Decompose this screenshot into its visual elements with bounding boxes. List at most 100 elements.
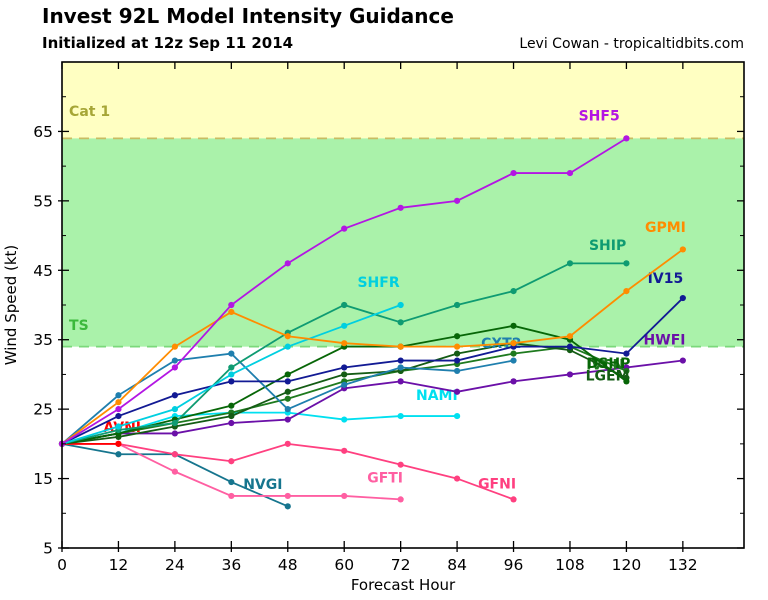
data-point: [171, 392, 178, 399]
data-point: [115, 440, 122, 447]
series-label-lgem: LGEM: [586, 369, 630, 385]
threshold-label-cat-1: Cat 1: [69, 104, 110, 120]
credit-text: Levi Cowan - tropicaltidbits.com: [519, 36, 744, 52]
series-label-gfni: GFNI: [478, 476, 516, 492]
data-point: [171, 468, 178, 475]
x-tick-label: 132: [668, 556, 698, 574]
series-nvgi: NVGI: [58, 440, 291, 510]
data-point: [341, 371, 348, 378]
data-point: [284, 406, 291, 413]
data-point: [171, 357, 178, 364]
y-tick-label: 55: [33, 192, 53, 210]
series-label-ship: SHIP: [589, 238, 626, 254]
series-label-iv15: IV15: [648, 271, 684, 287]
x-tick-label: 48: [278, 556, 298, 574]
series-label-gpmi: GPMI: [645, 220, 686, 236]
data-point: [679, 294, 686, 302]
series-label-gfti: GFTI: [367, 471, 403, 487]
data-point: [397, 204, 404, 211]
data-point: [453, 333, 461, 340]
data-point: [397, 461, 404, 468]
y-tick-label: 5: [43, 540, 53, 558]
series-line-ivcn: [61, 345, 627, 445]
data-point: [171, 406, 178, 413]
data-point: [171, 343, 178, 350]
series-label-hwfi: HWFI: [644, 333, 686, 349]
data-point: [171, 364, 178, 371]
data-point: [623, 260, 630, 267]
page-title: Invest 92L Model Intensity Guidance: [42, 4, 454, 28]
x-tick-label: 36: [221, 556, 241, 574]
data-point: [228, 402, 235, 409]
x-tick-label: 24: [165, 556, 185, 574]
series-iv15: IV15: [58, 271, 686, 447]
data-point: [284, 378, 291, 385]
series-label-nvgi: NVGI: [243, 477, 282, 493]
data-point: [510, 340, 517, 347]
data-point: [510, 322, 517, 329]
data-point: [228, 350, 235, 357]
data-point: [228, 308, 235, 316]
data-point: [623, 350, 630, 357]
series-label-dshp: DSHP: [587, 356, 631, 372]
data-point: [284, 492, 291, 500]
data-point: [228, 371, 235, 378]
series-line-iv15: [61, 297, 684, 445]
data-point: [623, 288, 630, 295]
data-point: [341, 340, 348, 347]
data-point: [510, 169, 517, 177]
y-tick-label: 65: [33, 123, 53, 141]
series-line-hwfi: [61, 359, 683, 445]
band-tropical-storm: [62, 138, 744, 347]
data-point: [341, 492, 348, 500]
data-point: [228, 301, 235, 309]
band-hurricane-cat1: [62, 62, 744, 139]
series-lgem: LGEM: [58, 340, 630, 447]
data-point: [679, 246, 686, 253]
data-point: [284, 503, 291, 510]
series-label-shf5: SHF5: [579, 108, 620, 124]
data-point: [341, 416, 348, 423]
y-tick-label: 35: [33, 331, 53, 349]
data-point: [453, 367, 461, 375]
data-point: [284, 343, 291, 350]
data-point: [566, 371, 574, 378]
data-point: [453, 301, 461, 309]
data-point: [453, 412, 461, 420]
x-tick-label: 0: [57, 556, 67, 574]
data-point: [341, 301, 348, 309]
data-point: [284, 395, 291, 402]
series-line-gpmi: [61, 248, 684, 445]
data-point: [623, 367, 630, 375]
data-point: [566, 260, 574, 267]
data-point: [566, 333, 574, 340]
data-point: [228, 478, 235, 486]
data-point: [397, 364, 404, 371]
data-point: [510, 350, 517, 357]
data-point: [397, 357, 404, 364]
data-point: [566, 343, 574, 350]
series-line-gfni: [62, 442, 514, 501]
data-point: [397, 319, 404, 326]
data-point: [397, 343, 404, 350]
data-point: [679, 357, 686, 364]
data-point: [115, 451, 122, 458]
data-point: [228, 419, 235, 427]
data-point: [284, 440, 291, 447]
data-point: [510, 496, 517, 503]
y-tick-label: 25: [33, 401, 53, 419]
data-point: [228, 378, 235, 385]
data-point: [284, 388, 291, 395]
threshold-label-ts: TS: [69, 318, 89, 334]
y-tick-label: 15: [33, 470, 53, 488]
data-point: [341, 447, 348, 454]
x-tick-label: 60: [334, 556, 354, 574]
x-tick-label: 12: [109, 556, 129, 574]
data-point: [341, 381, 348, 388]
data-point: [623, 135, 630, 142]
data-point: [115, 392, 122, 399]
data-point: [397, 496, 404, 503]
data-point: [453, 197, 461, 204]
x-tick-label: 72: [391, 556, 411, 574]
data-point: [171, 451, 178, 458]
